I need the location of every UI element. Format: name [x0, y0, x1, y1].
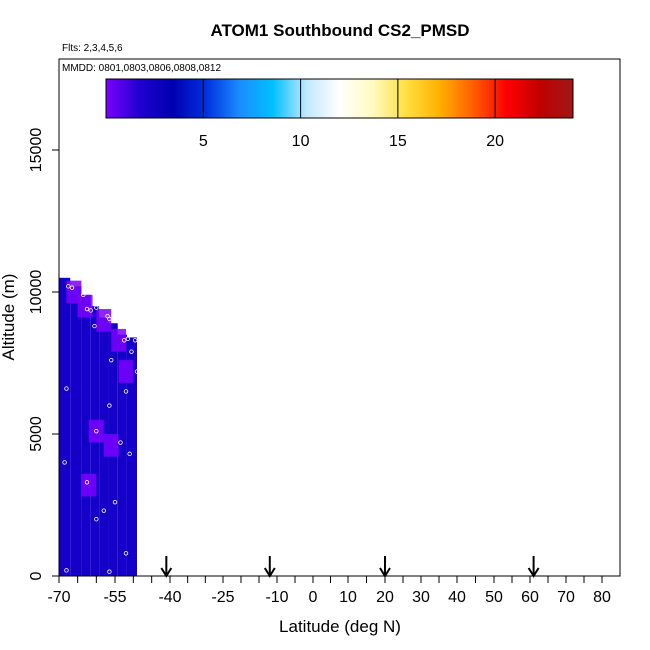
y-tick-label: 5000: [28, 416, 45, 452]
y-axis: 0 5000 10000 15000: [28, 128, 59, 580]
sample-point: [69, 285, 75, 290]
sample-point: [88, 308, 93, 313]
latitude-arrows: [160, 556, 540, 578]
latitude-arrow: [160, 556, 173, 578]
x-tick-label: -55: [103, 589, 126, 606]
x-tick-label: 50: [485, 589, 503, 606]
colorbar-tick-label: 10: [292, 133, 310, 150]
x-tick-label: 80: [593, 589, 611, 606]
sample-point: [123, 389, 129, 394]
heatmap-layer: [59, 277, 137, 576]
x-tick-label: 10: [339, 589, 357, 606]
sample-point: [118, 440, 123, 445]
heat-column: [70, 286, 82, 576]
x-tick-label: 60: [521, 589, 539, 606]
x-tick-label: 0: [309, 589, 318, 606]
x-tick-label: -25: [211, 589, 234, 606]
sample-point: [94, 517, 99, 522]
x-tick-label: -40: [158, 589, 181, 606]
sample-point: [92, 323, 97, 329]
x-tick-label: 40: [448, 589, 466, 606]
x-tick-label: -10: [265, 589, 288, 606]
colorbar-gradient: [105, 78, 574, 119]
sample-point: [132, 338, 138, 343]
y-tick-label: 10000: [28, 270, 45, 315]
sample-point: [84, 306, 90, 312]
heat-cell: [103, 434, 119, 457]
sample-points: [62, 284, 140, 574]
x-tick-label: 70: [557, 589, 575, 606]
latitude-arrow: [379, 556, 391, 578]
sample-point: [107, 569, 112, 574]
colorbar-tick-label: 20: [486, 133, 504, 150]
y-axis-label: Altitude (m): [0, 274, 18, 361]
flights-label: Flts: 2,3,4,5,6: [62, 43, 123, 54]
sample-point: [134, 369, 140, 374]
sample-point: [107, 316, 112, 322]
colorbar-tick-label: 5: [199, 133, 208, 150]
x-tick-label: 30: [412, 589, 430, 606]
sample-point: [66, 284, 71, 289]
heat-cell: [88, 419, 104, 443]
sample-point: [127, 451, 132, 457]
sample-point: [107, 403, 112, 408]
sample-point: [64, 386, 69, 391]
heat-column: [59, 277, 71, 576]
y-tick-label: 15000: [28, 128, 45, 173]
heat-cell: [81, 473, 97, 497]
chart-title: ATOM1 Southbound CS2_PMSD: [210, 21, 469, 40]
x-axis-label: Latitude (deg N): [279, 617, 401, 636]
heat-column: [117, 334, 127, 576]
sample-point: [121, 338, 127, 343]
x-tick-label: -70: [47, 589, 70, 606]
sample-point: [64, 568, 69, 573]
sample-point: [94, 428, 99, 434]
x-tick-label: 20: [376, 589, 394, 606]
latitude-arrow: [527, 556, 540, 578]
sample-point: [62, 460, 67, 465]
sample-point: [129, 349, 134, 354]
sample-point: [109, 357, 114, 363]
x-axis: -70 -55 -40 -25 -10 0 10 20 30 40 50 60 70 80: [47, 576, 611, 606]
plot-frame: [58, 58, 621, 577]
heat-column: [126, 337, 137, 576]
sample-point: [81, 292, 86, 298]
sample-point: [94, 305, 99, 310]
sample-point: [84, 480, 90, 485]
heat-cell: [118, 360, 134, 383]
heat-cell: [111, 328, 126, 352]
latitude-arrow: [263, 556, 276, 578]
dates-label: MMDD: 0801,0803,0806,0808,0812: [62, 63, 221, 74]
sample-point: [101, 508, 106, 513]
colorbar: 5 10 15 20: [105, 78, 574, 150]
y-tick-label: 0: [28, 571, 45, 580]
heat-cell: [77, 294, 93, 318]
sample-point: [125, 336, 131, 342]
colorbar-tick-label: 15: [389, 133, 407, 150]
sample-point: [123, 551, 129, 556]
heat-column: [81, 294, 91, 576]
sample-point: [112, 499, 118, 505]
